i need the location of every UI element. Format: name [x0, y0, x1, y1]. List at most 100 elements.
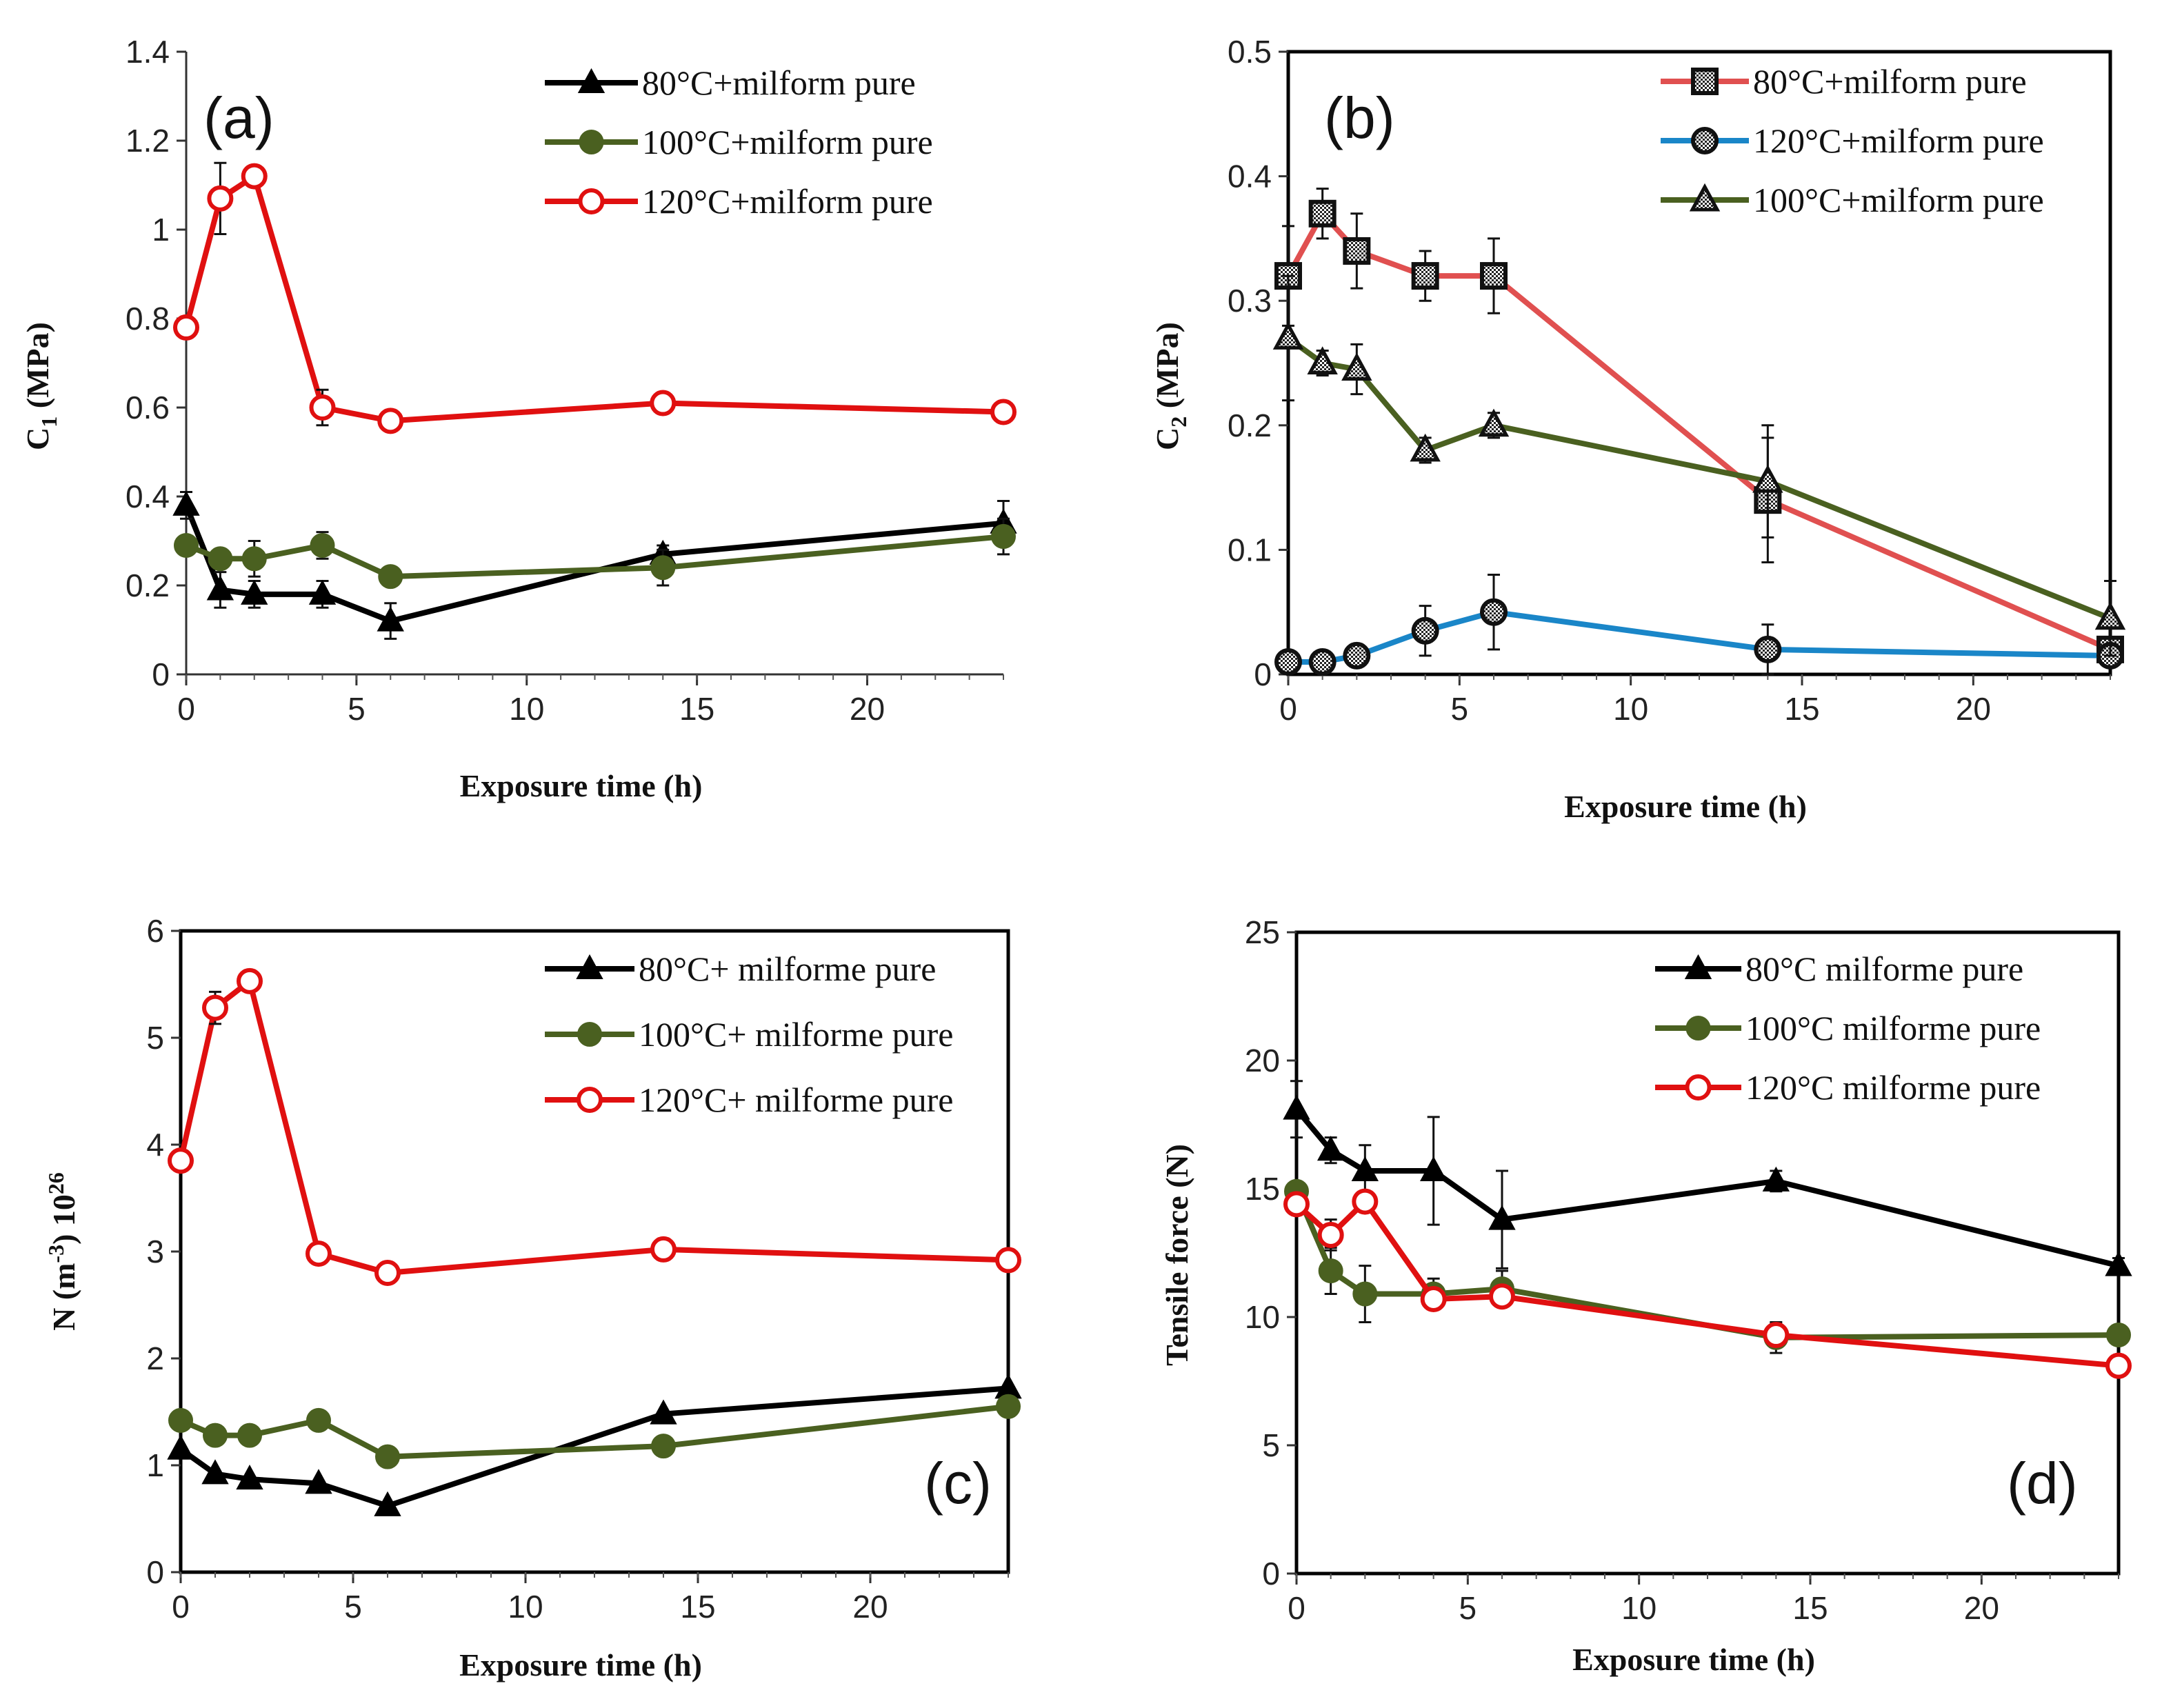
- legend-marker: [578, 188, 605, 214]
- y-tick-label: 20: [1245, 1043, 1280, 1078]
- series-0: [1283, 1080, 2132, 1276]
- legend: 80°C+milform pure 120°C+milform pure 100°C…: [1661, 62, 2044, 219]
- y-tick-label: 1: [146, 1447, 164, 1483]
- y-tick-label: 0.2: [126, 567, 170, 603]
- chart-b: 0 0.1 0.2 0.3 0.4 0.5 0 5 10 15 20 Exposure time (h…: [1150, 34, 2126, 824]
- y-tick-label: 2: [146, 1340, 164, 1376]
- legend-entry: 120°C+milform pure: [1753, 121, 2044, 160]
- x-tick-label: 5: [1451, 691, 1469, 727]
- data-point: [378, 564, 403, 590]
- y-label-main: N (m: [46, 1263, 81, 1331]
- x-axis-label: Exposure time (h): [1572, 1642, 1815, 1677]
- data-point: [1489, 1283, 1515, 1310]
- legend-entry: 120°C milforme pure: [1745, 1068, 2041, 1107]
- y-tick-label: 5: [146, 1020, 164, 1056]
- data-point: [1488, 1205, 1516, 1230]
- data-point: [1272, 321, 1304, 350]
- x-tick-label: 20: [852, 1589, 888, 1625]
- x-axis-label: Exposure time (h): [459, 1647, 702, 1682]
- data-point: [241, 163, 268, 190]
- legend: 80°C milforme pure 100°C milforme pure 120…: [1655, 950, 2041, 1107]
- data-point: [1341, 352, 1372, 381]
- data-point: [375, 1444, 400, 1469]
- data-point: [305, 1469, 332, 1494]
- x-tick-label: 5: [348, 691, 366, 727]
- data-point: [241, 579, 268, 605]
- y-tick-label: 1: [152, 212, 170, 248]
- data-point: [1308, 199, 1337, 228]
- legend-entry: 80°C+milform pure: [642, 63, 916, 102]
- legend-marker: [1684, 954, 1712, 979]
- x-tick-label: 10: [1613, 691, 1648, 727]
- legend-entry: 120°C+ milforme pure: [639, 1081, 953, 1119]
- data-point: [1343, 641, 1371, 670]
- legend-entry: 100°C+ milforme pure: [639, 1015, 953, 1054]
- data-point: [651, 1434, 676, 1459]
- y-tick-label: 1.4: [126, 34, 170, 70]
- legend-entry: 100°C+milform pure: [1753, 181, 2044, 219]
- data-point: [1411, 262, 1439, 290]
- legend-entry: 100°C+milform pure: [642, 123, 933, 161]
- data-point: [1763, 1322, 1790, 1349]
- series-2: [173, 161, 1017, 434]
- x-tick-label: 10: [508, 1589, 543, 1625]
- data-point: [172, 490, 200, 516]
- legend-marker: [1689, 183, 1721, 212]
- data-point: [237, 967, 263, 994]
- data-point: [308, 579, 337, 605]
- legend-marker: [577, 1087, 603, 1113]
- x-tick-label: 0: [172, 1589, 190, 1625]
- data-point: [650, 555, 676, 581]
- data-point: [1283, 1191, 1310, 1218]
- x-tick-label: 5: [1459, 1590, 1477, 1626]
- chart-d: 0 5 10 15 20 25 0 5 10 15 20 Exposure time (h) Tensi…: [1159, 914, 2132, 1677]
- x-tick-label: 20: [1964, 1590, 1999, 1626]
- legend-marker: [579, 130, 604, 154]
- x-tick-label: 5: [344, 1589, 362, 1625]
- series-2: [168, 967, 1021, 1286]
- panel-label: (a): [203, 86, 274, 150]
- legend-marker: [576, 954, 603, 979]
- data-point: [990, 399, 1017, 425]
- y-label-sub: 2: [1166, 416, 1191, 428]
- x-tick-label: 0: [1279, 691, 1297, 727]
- data-point: [1317, 1221, 1344, 1248]
- data-point: [1410, 433, 1441, 462]
- legend-entry: 80°C+milform pure: [1753, 62, 2027, 101]
- series-line: [1294, 1107, 2119, 1269]
- y-tick-label: 0.3: [1228, 283, 1272, 319]
- data-point: [167, 1434, 194, 1460]
- y-tick-label: 0.4: [126, 479, 170, 514]
- y-tick-label: 0: [152, 656, 170, 692]
- data-point: [173, 314, 199, 341]
- legend-marker: [577, 68, 605, 93]
- data-point: [1352, 1281, 1378, 1307]
- data-point: [1419, 1156, 1448, 1181]
- legend-entry: 80°C milforme pure: [1745, 950, 2023, 988]
- x-tick-label: 0: [177, 691, 195, 727]
- data-point: [201, 1459, 229, 1485]
- data-point: [374, 1260, 401, 1286]
- data-point: [202, 994, 228, 1021]
- y-axis-label: C1 (MPa): [20, 322, 61, 450]
- x-tick-label: 20: [850, 691, 885, 727]
- series-2: [1272, 274, 2126, 657]
- data-point: [306, 1407, 331, 1433]
- y-tick-label: 10: [1245, 1299, 1280, 1335]
- data-point: [1754, 635, 1782, 663]
- data-point: [310, 532, 335, 558]
- series-line: [1288, 609, 2111, 665]
- panel-label: (d): [2007, 1451, 2078, 1516]
- data-point: [1480, 262, 1508, 290]
- y-label-main: Tensile force (N): [1159, 1144, 1194, 1366]
- x-tick-label: 10: [1621, 1590, 1656, 1626]
- legend-entry: 80°C+ milforme pure: [639, 950, 936, 988]
- data-point: [2106, 1323, 2131, 1348]
- data-point: [2105, 1352, 2132, 1379]
- y-tick-label: 0.6: [126, 390, 170, 425]
- data-point: [650, 1236, 677, 1263]
- data-point: [2094, 601, 2126, 630]
- y-label-rest: (MPa): [1150, 322, 1185, 416]
- panel-label: (b): [1324, 86, 1395, 150]
